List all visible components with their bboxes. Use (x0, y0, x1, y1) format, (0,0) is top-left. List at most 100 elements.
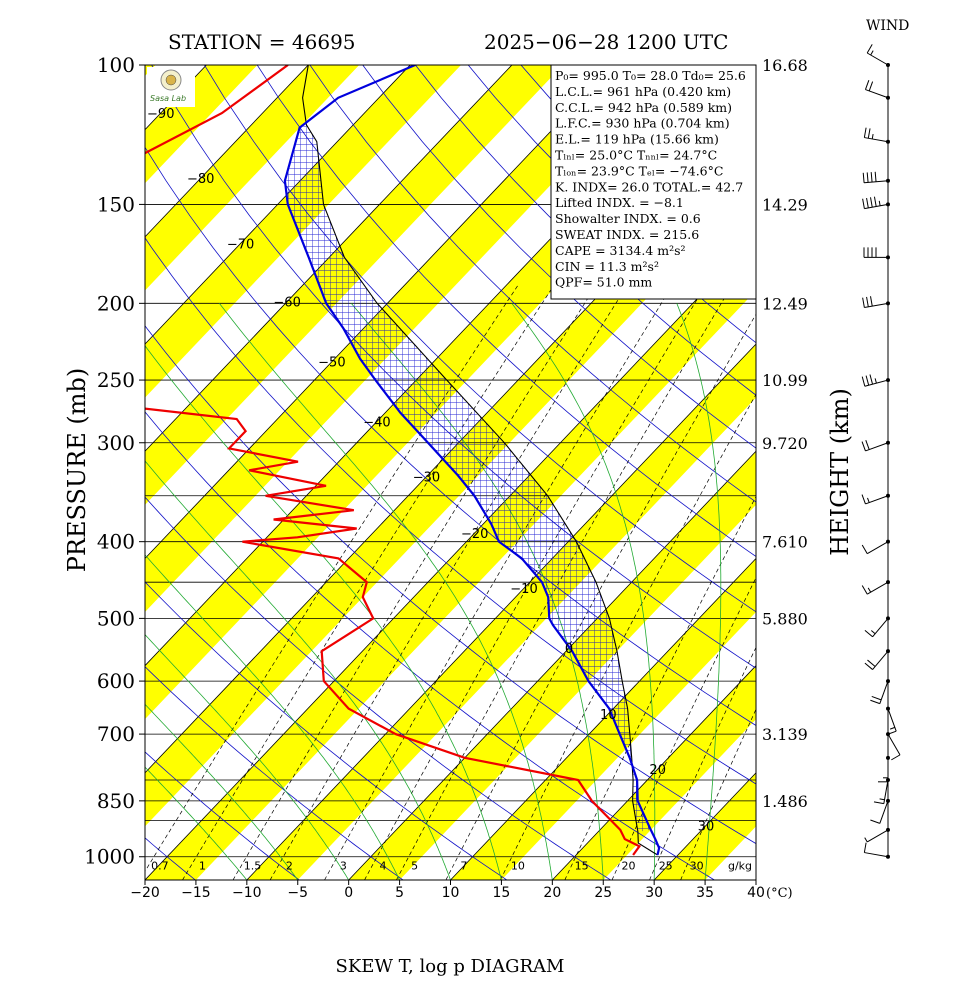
mixing-ratio-label: 7 (460, 860, 467, 873)
wind-barb-half-feather (870, 50, 874, 56)
index-line: CAPE = 3134.4 m²s² (555, 243, 686, 258)
parcel-path-line (302, 65, 658, 856)
wind-barb-staff (879, 800, 889, 824)
isotherm-line (145, 65, 717, 667)
wind-barb (864, 827, 890, 843)
isotherm-line (145, 236, 756, 880)
isotherm-line (246, 343, 756, 880)
index-line: CIN = 11.3 m²s² (555, 259, 659, 274)
wind-barb-feather (864, 662, 873, 670)
wind-barb-feather (870, 172, 873, 183)
wind-barb (862, 171, 890, 184)
mixing-ratio-line (396, 285, 733, 880)
cape-hatched-area (284, 124, 651, 832)
index-line: Tₗₒₙ= 23.9°C Tₑₗ= −74.6°C (555, 163, 723, 178)
wind-barb-half-feather (874, 378, 877, 384)
isotherm-label: −90 (147, 107, 174, 122)
dry-adiabat-line (145, 751, 300, 880)
height-tick-label: 16.68 (762, 56, 808, 75)
mixing-ratio-line (500, 393, 756, 880)
moist-adiabat-line (145, 345, 502, 880)
temperature-tick-label: −20 (130, 885, 160, 901)
height-ticks: 16.68 14.29 12.49 10.99 9.720 7.610 5.880 3.139… (762, 56, 808, 811)
mixing-ratio-label: 1.5 (244, 860, 262, 873)
index-line: C.C.L.= 942 hPa (0.589 km) (555, 100, 732, 115)
temperature-tick-label: 5 (395, 885, 404, 901)
dry-adiabat-line (145, 146, 756, 726)
wind-barb-feather (861, 544, 868, 554)
isotherm-label: 10 (600, 708, 617, 723)
station-title: STATION = 46695 (168, 30, 356, 54)
wind-barb-half-feather (879, 798, 885, 801)
wind-barb (863, 247, 890, 260)
wind-barb (861, 493, 890, 505)
wind-barb-feather (861, 585, 868, 595)
wind-barb (863, 127, 890, 144)
mixing-ratio-label: 30 (690, 860, 704, 873)
wind-barb-feather (866, 172, 869, 183)
wind-barb (863, 842, 890, 859)
wind-barb-feather (873, 801, 884, 805)
isotherm-label: −10 (510, 582, 537, 597)
wind-barb-staff (864, 852, 889, 858)
wind-barb-feather (871, 695, 882, 701)
index-line: P₀= 995.0 T₀= 28.0 Td₀= 25.6 (555, 68, 746, 83)
wind-barb-feather (867, 659, 876, 667)
isotherm-label: −70 (227, 237, 254, 252)
height-tick-label: 3.139 (762, 725, 808, 744)
wind-barb (862, 296, 890, 308)
height-tick-label: 5.880 (762, 609, 808, 628)
height-tick-label: 7.610 (762, 533, 808, 552)
index-line: Lifted INDX. = −8.1 (555, 195, 684, 210)
isotherm-line (348, 450, 756, 880)
wind-barb-feather (861, 494, 866, 505)
wind-barb (864, 79, 890, 100)
wind-barb (866, 44, 890, 67)
isotherm-label: −50 (318, 356, 345, 371)
wind-barb-staff (864, 379, 889, 387)
isotherm-label: −20 (461, 527, 488, 542)
pressure-tick-label: 700 (97, 722, 135, 746)
height-tick-label: 10.99 (762, 371, 808, 390)
wind-barb-feather (874, 171, 877, 182)
index-line: K. INDX= 26.0 TOTAL.= 42.7 (555, 179, 743, 194)
wind-barb-staff (866, 541, 889, 555)
wind-barb-feather (870, 699, 880, 705)
wind-barb-feather (864, 79, 870, 90)
mixing-ratio-label: 5 (411, 860, 418, 873)
mixing-ratio-line (649, 646, 756, 880)
y-axis-label: PRESSURE (mb) (63, 368, 91, 573)
wind-barb-staff (866, 829, 889, 843)
mixing-ratio-label: 15 (575, 860, 589, 873)
mixing-ratio-label: 10 (511, 860, 525, 873)
wind-barb-feather (861, 376, 866, 387)
temperature-tick-label: 15 (493, 885, 511, 901)
wind-barb (861, 374, 890, 387)
index-line: QPF= 51.0 mm (555, 275, 652, 290)
wind-barb-feather (865, 375, 870, 386)
wind-barb-feather (873, 196, 877, 207)
wind-barb-half-feather (871, 133, 874, 140)
mixing-ratio-label: g/kg (728, 860, 752, 873)
temperature-tick-label: −5 (287, 885, 308, 901)
wind-barb-feather (862, 297, 865, 308)
moist-adiabat-line (511, 303, 656, 880)
pressure-tick-label: 250 (97, 368, 135, 392)
moist-adiabat-lines (145, 303, 722, 880)
wind-barb-staff (887, 708, 897, 732)
pressure-ticks: 100 150 200 250 300 400 500 600 700 850 1000 (84, 53, 145, 869)
isotherm-label: −80 (187, 172, 214, 187)
mixing-ratio-label: 4 (380, 860, 387, 873)
stability-indices-box: P₀= 995.0 T₀= 28.0 Td₀= 25.6L.C.L.= 961 … (550, 64, 757, 300)
wind-barb-feather (866, 197, 869, 208)
dry-adiabat-line (145, 581, 508, 880)
dry-adiabat-line (766, 47, 960, 880)
x-axis-label: SKEW T, log p DIAGRAM (336, 956, 565, 977)
index-line: L.C.L.= 961 hPa (0.420 km) (555, 84, 731, 99)
wind-barb-half-feather (878, 200, 881, 206)
isotherm-label: 30 (698, 819, 715, 834)
dry-adiabat-line (414, 65, 756, 396)
index-line: E.L.= 119 hPa (15.66 km) (555, 132, 719, 147)
wind-barb-feather (866, 296, 869, 307)
